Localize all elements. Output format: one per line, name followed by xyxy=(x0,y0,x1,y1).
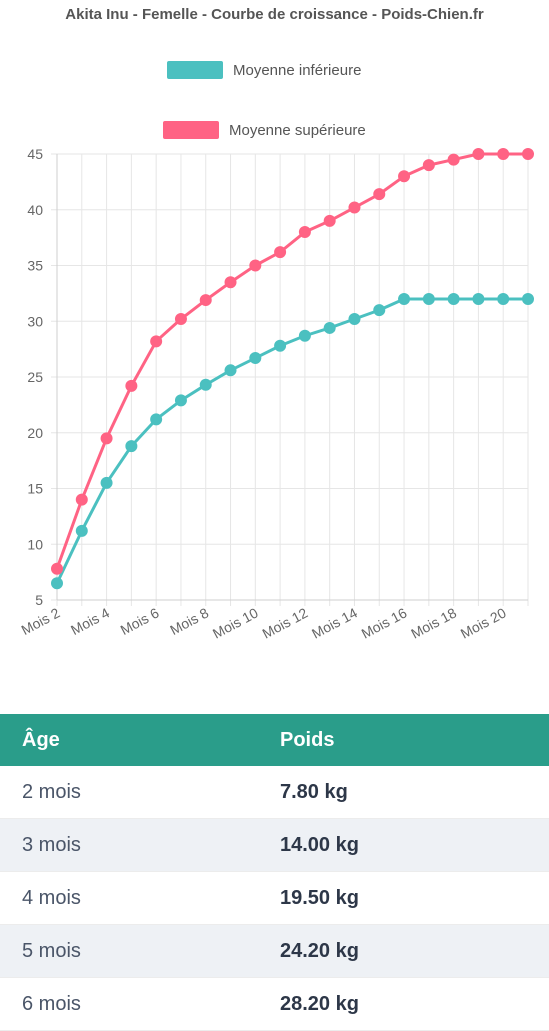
header-age: Âge xyxy=(22,728,60,751)
table-row: 6 mois 28.20 kg xyxy=(0,978,549,1031)
y-tick-label: 40 xyxy=(27,202,43,218)
data-point-series-0 xyxy=(174,394,187,407)
data-point-series-1 xyxy=(100,432,113,445)
x-tick-label: Mois 20 xyxy=(458,604,509,641)
cell-weight: 28.20 kg xyxy=(280,992,359,1015)
data-point-series-1 xyxy=(274,246,287,259)
data-point-series-0 xyxy=(224,364,237,377)
data-point-series-1 xyxy=(174,313,187,326)
data-point-series-1 xyxy=(150,335,163,348)
x-tick-label: Mois 8 xyxy=(167,604,211,638)
data-point-series-1 xyxy=(75,493,88,506)
data-point-series-0 xyxy=(249,352,262,365)
y-tick-label: 35 xyxy=(27,258,43,274)
legend-item-lower[interactable]: Moyenne inférieure xyxy=(167,61,361,79)
cell-age: 5 mois xyxy=(22,939,81,962)
table-row: 5 mois 24.20 kg xyxy=(0,925,549,978)
data-point-series-0 xyxy=(348,313,361,326)
x-tick-label: Mois 6 xyxy=(118,604,162,638)
y-tick-label: 45 xyxy=(27,146,43,162)
series-line-0 xyxy=(55,297,528,584)
cell-weight: 7.80 kg xyxy=(280,780,348,803)
y-tick-label: 15 xyxy=(27,481,43,497)
data-point-series-0 xyxy=(472,292,485,305)
legend-label-lower: Moyenne inférieure xyxy=(233,61,362,79)
data-point-series-0 xyxy=(51,577,63,590)
x-tick-label: Mois 10 xyxy=(210,604,261,641)
data-point-series-0 xyxy=(100,476,113,489)
table-row: 4 mois 19.50 kg xyxy=(0,872,549,925)
cell-weight: 19.50 kg xyxy=(280,886,359,909)
data-point-series-0 xyxy=(398,292,411,305)
cell-age: 4 mois xyxy=(22,886,81,909)
table-row: 3 mois 14.00 kg xyxy=(0,819,549,872)
data-point-series-1 xyxy=(199,294,212,307)
data-point-series-0 xyxy=(298,329,311,342)
data-point-series-1 xyxy=(51,562,63,575)
data-point-series-1 xyxy=(497,148,510,160)
table-row: 2 mois 7.80 kg xyxy=(0,766,549,819)
data-point-series-1 xyxy=(224,276,237,289)
data-point-series-0 xyxy=(199,378,212,391)
data-point-series-0 xyxy=(125,440,138,453)
data-point-series-0 xyxy=(75,524,88,537)
cell-age: 2 mois xyxy=(22,780,81,803)
data-point-series-0 xyxy=(447,292,460,305)
x-tick-label: Mois 4 xyxy=(68,604,112,638)
data-point-series-1 xyxy=(422,159,435,172)
y-tick-label: 20 xyxy=(27,425,43,441)
x-tick-label: Mois 14 xyxy=(309,604,360,641)
chart-title: Akita Inu - Femelle - Courbe de croissan… xyxy=(65,6,484,23)
x-tick-label: Mois 18 xyxy=(408,604,459,641)
cell-age: 6 mois xyxy=(22,992,81,1015)
legend-swatch-lower xyxy=(167,61,223,79)
cell-weight: 24.20 kg xyxy=(280,939,359,962)
cell-weight: 14.00 kg xyxy=(280,833,359,856)
data-point-series-0 xyxy=(497,292,510,305)
data-point-series-1 xyxy=(447,153,460,166)
weight-table: Âge Poids 2 mois 7.80 kg 3 mois 14.00 kg… xyxy=(0,714,549,1031)
cell-age: 3 mois xyxy=(22,833,81,856)
data-point-series-1 xyxy=(398,170,411,183)
y-tick-label: 25 xyxy=(27,369,43,385)
table-header: Âge Poids xyxy=(0,714,549,766)
y-tick-label: 30 xyxy=(27,313,43,329)
legend-label-upper: Moyenne supérieure xyxy=(229,121,366,139)
y-tick-label: 5 xyxy=(35,592,43,608)
legend-swatch-upper xyxy=(163,121,219,139)
data-point-series-0 xyxy=(274,339,287,352)
series-line-1 xyxy=(55,152,528,570)
data-point-series-1 xyxy=(249,259,262,272)
data-point-series-1 xyxy=(472,148,485,160)
x-tick-label: Mois 16 xyxy=(359,604,410,641)
legend-item-upper[interactable]: Moyenne supérieure xyxy=(163,121,366,139)
data-point-series-0 xyxy=(422,292,435,305)
data-point-series-1 xyxy=(125,379,138,392)
data-point-series-0 xyxy=(373,304,386,317)
data-point-series-0 xyxy=(522,292,534,305)
data-point-series-1 xyxy=(522,148,534,160)
data-point-series-0 xyxy=(323,321,336,334)
data-point-series-1 xyxy=(373,188,386,201)
data-point-series-1 xyxy=(298,226,311,239)
header-weight: Poids xyxy=(280,728,335,751)
data-point-series-0 xyxy=(150,413,163,426)
data-point-series-1 xyxy=(323,214,336,227)
data-point-series-1 xyxy=(348,201,361,214)
x-tick-label: Mois 2 xyxy=(18,604,62,638)
x-tick-label: Mois 12 xyxy=(259,604,310,641)
y-tick-label: 10 xyxy=(27,536,43,552)
